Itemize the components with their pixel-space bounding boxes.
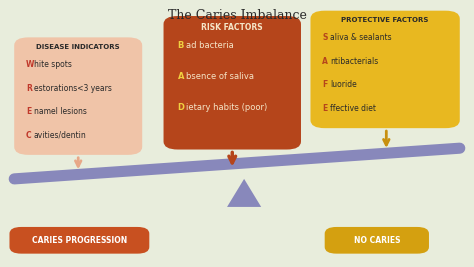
Text: ietary habits (poor): ietary habits (poor) — [186, 103, 267, 112]
Text: NO CARIES: NO CARIES — [354, 236, 400, 245]
Text: B: B — [178, 41, 184, 50]
Text: PROTECTIVE FACTORS: PROTECTIVE FACTORS — [341, 17, 429, 23]
Text: ffective diet: ffective diet — [330, 104, 376, 113]
Text: F: F — [322, 80, 328, 89]
Text: namel lesions: namel lesions — [34, 107, 87, 116]
Text: D: D — [178, 103, 185, 112]
Text: hite spots: hite spots — [34, 60, 72, 69]
Text: The Caries Imbalance: The Caries Imbalance — [168, 9, 306, 22]
Text: aliva & sealants: aliva & sealants — [330, 33, 392, 42]
FancyBboxPatch shape — [310, 11, 460, 128]
Text: R: R — [26, 84, 32, 93]
Text: RISK FACTORS: RISK FACTORS — [201, 23, 263, 32]
Text: CARIES PROGRESSION: CARIES PROGRESSION — [32, 236, 127, 245]
Text: A: A — [178, 72, 184, 81]
Text: ad bacteria: ad bacteria — [186, 41, 234, 50]
Text: DISEASE INDICATORS: DISEASE INDICATORS — [36, 44, 120, 50]
Text: C: C — [26, 131, 32, 140]
Text: E: E — [26, 107, 31, 116]
Text: W: W — [26, 60, 35, 69]
Text: E: E — [322, 104, 328, 113]
Text: luoride: luoride — [330, 80, 356, 89]
Text: bsence of saliva: bsence of saliva — [186, 72, 254, 81]
FancyBboxPatch shape — [14, 37, 142, 155]
FancyBboxPatch shape — [164, 16, 301, 150]
Polygon shape — [227, 179, 261, 207]
FancyBboxPatch shape — [325, 227, 429, 254]
Text: avities/dentin: avities/dentin — [34, 131, 86, 140]
Text: A: A — [322, 57, 328, 66]
Text: estorations<3 years: estorations<3 years — [34, 84, 111, 93]
Text: ntibacterials: ntibacterials — [330, 57, 378, 66]
FancyBboxPatch shape — [9, 227, 149, 254]
Text: S: S — [322, 33, 328, 42]
